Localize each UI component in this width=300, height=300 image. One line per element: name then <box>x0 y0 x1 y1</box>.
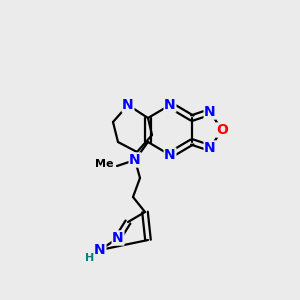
Text: O: O <box>216 123 228 137</box>
Text: N: N <box>164 148 176 162</box>
Text: N: N <box>164 98 176 112</box>
Text: H: H <box>85 253 94 263</box>
Text: N: N <box>129 153 141 167</box>
Text: N: N <box>204 141 216 155</box>
Text: N: N <box>94 243 106 257</box>
Text: N: N <box>122 98 134 112</box>
Text: Me: Me <box>94 159 113 169</box>
Text: N: N <box>204 105 216 119</box>
Text: N: N <box>112 231 124 245</box>
